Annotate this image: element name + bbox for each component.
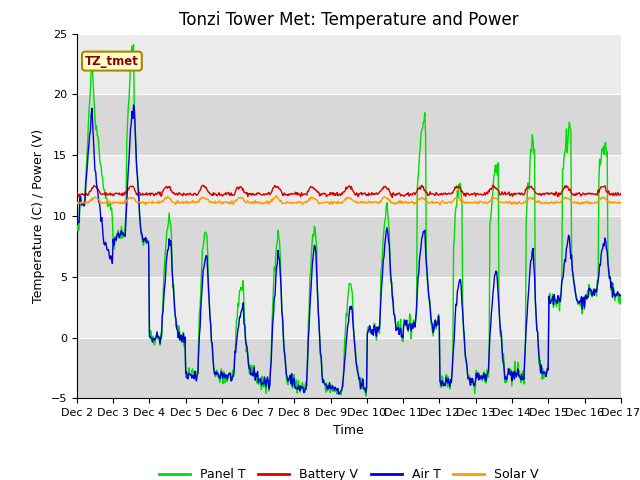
Y-axis label: Temperature (C) / Power (V): Temperature (C) / Power (V) <box>32 129 45 303</box>
Bar <box>77 155 621 216</box>
X-axis label: Time: Time <box>333 424 364 437</box>
Bar <box>77 337 621 398</box>
Legend: Panel T, Battery V, Air T, Solar V: Panel T, Battery V, Air T, Solar V <box>154 463 544 480</box>
Title: Tonzi Tower Met: Temperature and Power: Tonzi Tower Met: Temperature and Power <box>179 11 518 29</box>
Bar <box>77 34 621 95</box>
Bar <box>77 95 621 155</box>
Bar <box>77 277 621 337</box>
Text: TZ_tmet: TZ_tmet <box>85 55 139 68</box>
Bar <box>77 216 621 277</box>
